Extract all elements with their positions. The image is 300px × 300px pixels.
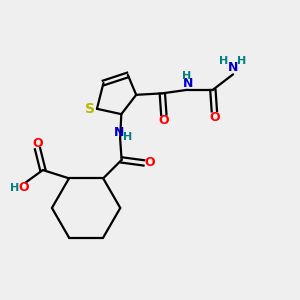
Text: O: O [158,114,169,127]
Text: H: H [219,56,228,66]
Text: N: N [228,61,238,74]
Text: N: N [114,126,125,139]
Text: O: O [32,137,43,150]
Text: H: H [123,132,132,142]
Text: S: S [85,102,95,116]
Text: H: H [237,56,246,66]
Text: O: O [19,182,29,194]
Text: O: O [209,111,220,124]
Text: H: H [10,183,19,193]
Text: N: N [182,77,193,90]
Text: O: O [145,156,155,170]
Text: H: H [182,70,192,80]
